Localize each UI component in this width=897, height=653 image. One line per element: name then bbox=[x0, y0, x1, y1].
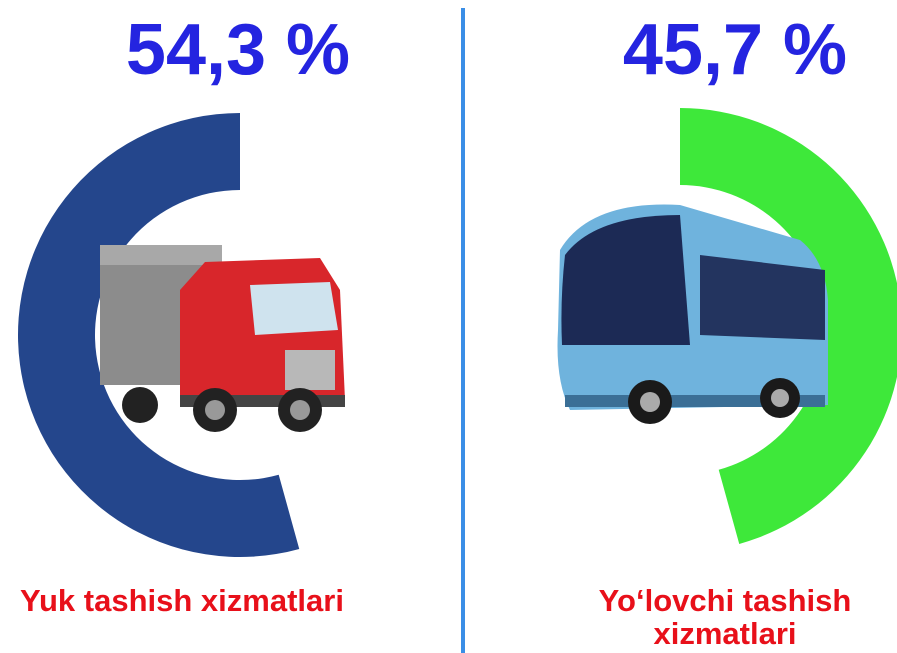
bus-icon bbox=[558, 205, 829, 424]
value-label: 45,7 % bbox=[623, 10, 847, 90]
value-label: 54,3 % bbox=[126, 10, 350, 90]
category-label: Yuk tashish xizmatlari bbox=[12, 584, 352, 617]
chart: 54,3 % 45,7 % bbox=[0, 0, 897, 653]
infographic: 54,3 % 45,7 % Yuk tashish xizmatlari Yo‘… bbox=[0, 0, 897, 653]
truck-icon bbox=[100, 245, 345, 432]
category-label: Yo‘lovchi tashish xizmatlari bbox=[555, 584, 895, 650]
